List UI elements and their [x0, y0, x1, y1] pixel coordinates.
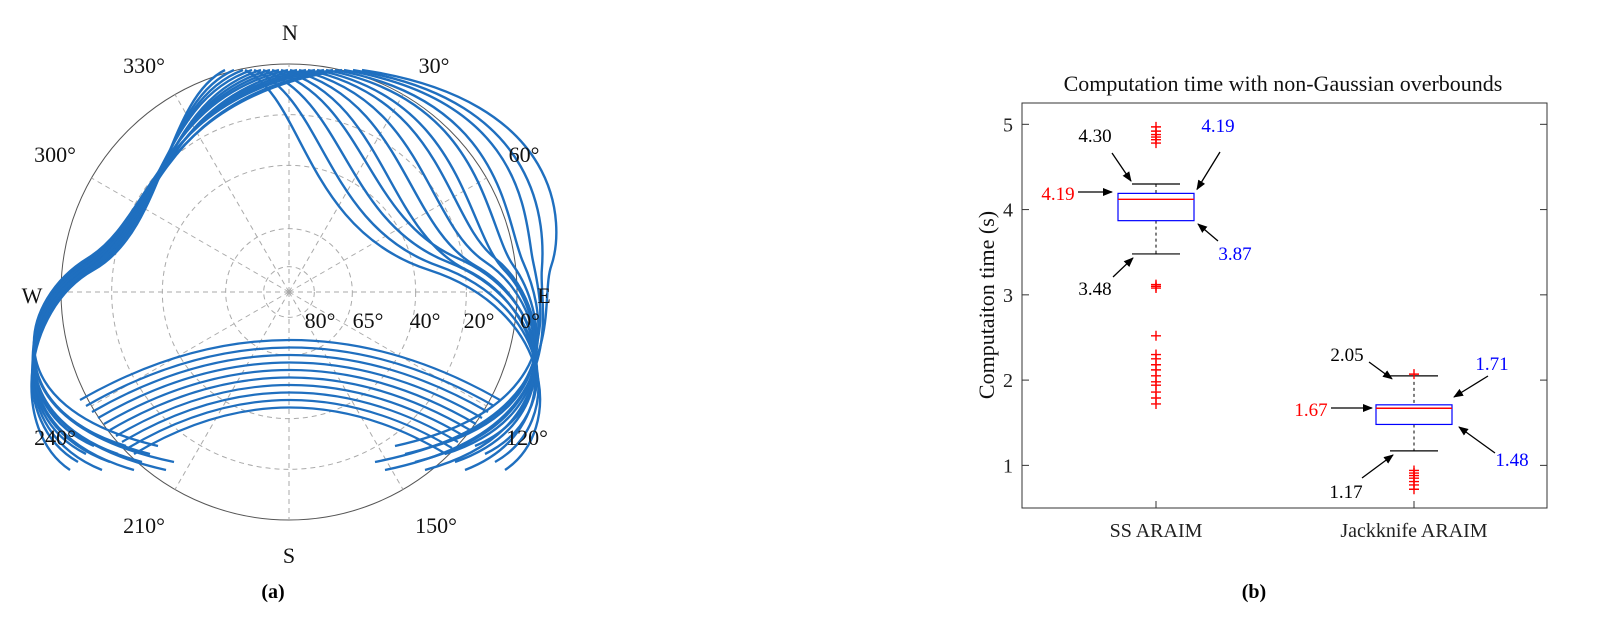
elevation-label-40: 40° — [410, 308, 441, 333]
satellite-trace — [97, 361, 483, 419]
satellite-trace — [253, 68, 540, 464]
y-axis: 1 2 3 4 5 — [1003, 114, 1547, 477]
annotation-label: 1.48 — [1495, 450, 1528, 471]
outlier-marker — [1151, 398, 1161, 409]
iqr-box — [1375, 404, 1453, 426]
satellite-trace — [121, 391, 459, 443]
azimuth-spoke — [288, 291, 487, 407]
y-tick-label: 3 — [1003, 285, 1013, 307]
annotation-label: 4.30 — [1078, 126, 1111, 147]
satellite-trace — [289, 68, 537, 464]
satellite-trace — [280, 68, 537, 472]
annotation-label: 3.87 — [1218, 244, 1251, 265]
azimuth-label-120: 120° — [506, 425, 548, 450]
y-axis-label: Computaiton time (s) — [974, 211, 999, 399]
satellite-traces — [30, 68, 558, 472]
satellite-trace — [32, 68, 325, 448]
satellite-trace — [127, 399, 453, 449]
azimuth-label-300: 300° — [34, 142, 76, 167]
outlier-marker — [1409, 484, 1419, 495]
annotation-arrow — [1197, 223, 1219, 242]
x-axis: SS ARAIM Jackknife ARAIM — [1110, 501, 1488, 542]
outlier-marker — [1151, 121, 1161, 132]
boxplot-chart: Computation time with non-Gaussian overb… — [974, 71, 1548, 603]
south-label: S — [283, 543, 295, 568]
annotation-label: 4.19 — [1201, 116, 1234, 137]
polar-skyplot: N S W E 30° 60° 120° 150° 210° 240° 300°… — [22, 20, 558, 603]
elevation-label-0: 0° — [520, 308, 540, 333]
satellite-trace — [298, 68, 537, 456]
outlier-marker — [1151, 279, 1161, 290]
satellite-trace — [91, 354, 489, 413]
y-tick-label: 5 — [1003, 114, 1013, 136]
annotation-label: 1.67 — [1294, 400, 1327, 421]
annotation-arrow — [1112, 257, 1134, 278]
annotation-label: 1.17 — [1329, 482, 1362, 503]
annotation-arrow — [1196, 151, 1221, 191]
x-tick-label-jackknife: Jackknife ARAIM — [1340, 520, 1487, 542]
azimuth-spoke — [174, 291, 290, 490]
azimuth-label-30: 30° — [419, 53, 450, 78]
satellite-trace — [31, 68, 253, 448]
satellite-trace — [244, 68, 542, 471]
satellite-trace — [352, 68, 545, 472]
annotation-label: 4.19 — [1041, 184, 1074, 205]
azimuth-label-210: 210° — [123, 513, 165, 538]
elevation-label-20: 20° — [464, 308, 495, 333]
azimuth-label-330: 330° — [123, 53, 165, 78]
satellite-trace — [32, 68, 316, 456]
satellite-trace — [32, 68, 343, 464]
y-tick-label: 1 — [1003, 455, 1013, 477]
satellite-trace — [103, 369, 477, 425]
polar-labels: N S W E 30° 60° 120° 150° 210° 240° 300°… — [22, 20, 551, 568]
annotation-label: 3.48 — [1078, 279, 1111, 300]
satellite-trace — [32, 68, 289, 448]
annotation-label: 2.05 — [1330, 345, 1363, 366]
satellite-trace — [109, 376, 471, 431]
caption-a: (a) — [261, 581, 284, 603]
y-tick-label: 2 — [1003, 370, 1013, 392]
east-label: E — [537, 283, 550, 308]
satellite-trace — [32, 68, 271, 464]
chart-title: Computation time with non-Gaussian overb… — [1064, 71, 1503, 96]
azimuth-label-60: 60° — [509, 142, 540, 167]
satellite-trace — [85, 346, 495, 407]
elevation-ring — [111, 114, 467, 470]
elevation-ring — [263, 266, 315, 318]
satellite-trace — [316, 68, 538, 472]
satellite-trace — [79, 338, 501, 401]
azimuth-spoke — [288, 94, 404, 293]
satellite-trace — [343, 68, 542, 448]
azimuth-spoke — [91, 177, 290, 293]
azimuth-label-150: 150° — [415, 513, 457, 538]
satellite-trace — [325, 68, 539, 464]
x-tick-label-ss: SS ARAIM — [1110, 520, 1203, 542]
boxes — [1117, 121, 1453, 495]
iqr-box — [1117, 192, 1195, 222]
annotation-arrow — [1453, 375, 1489, 398]
outlier-marker — [1151, 330, 1161, 341]
north-label: N — [282, 20, 298, 45]
satellite-trace — [115, 383, 465, 437]
annotations: 4.30 4.19 4.19 3.87 3.48 2.05 1.67 1.71 1.48 1.17 — [1041, 116, 1528, 503]
annotation-arrow — [1458, 426, 1496, 454]
elevation-label-80: 80° — [305, 308, 336, 333]
annotation-arrow — [1111, 152, 1132, 182]
outlier-marker — [1409, 369, 1419, 380]
annotation-label: 1.71 — [1475, 354, 1508, 375]
caption-b: (b) — [1242, 581, 1266, 603]
annotation-arrow — [1361, 454, 1394, 479]
satellite-trace — [361, 68, 558, 464]
azimuth-label-240: 240° — [34, 425, 76, 450]
annotation-arrow — [1368, 361, 1393, 380]
plot-area — [1021, 102, 1548, 509]
azimuth-spoke — [288, 291, 404, 490]
y-tick-label: 4 — [1003, 200, 1013, 222]
elevation-label-65: 65° — [353, 308, 384, 333]
satellite-trace — [133, 406, 447, 455]
west-label: W — [22, 283, 43, 308]
